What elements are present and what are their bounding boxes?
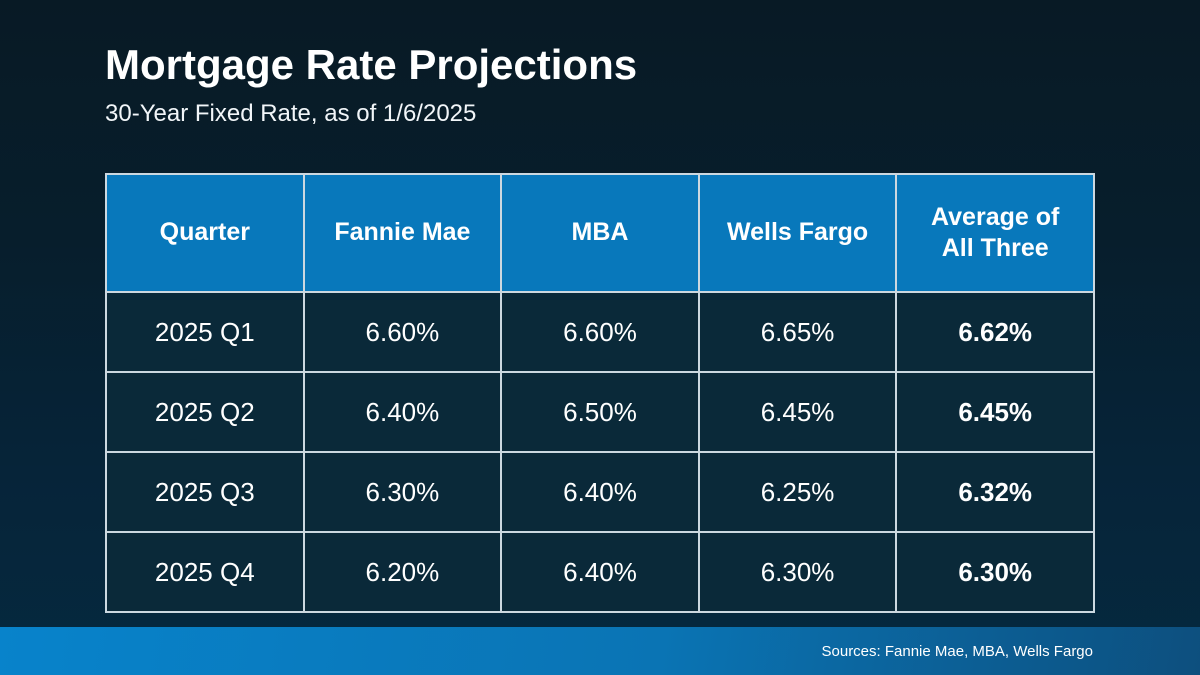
cell-mba: 6.60% bbox=[500, 291, 700, 373]
cell-average: 6.62% bbox=[895, 291, 1095, 373]
column-header-fannie-mae: Fannie Mae bbox=[302, 173, 503, 293]
footer-bar: Sources: Fannie Mae, MBA, Wells Fargo bbox=[0, 627, 1200, 675]
column-header-wells-fargo: Wells Fargo bbox=[697, 173, 898, 293]
table-row: 2025 Q2 6.40% 6.50% 6.45% 6.45% bbox=[105, 371, 1095, 453]
cell-fannie-mae: 6.20% bbox=[302, 531, 503, 613]
table-row: 2025 Q1 6.60% 6.60% 6.65% 6.62% bbox=[105, 291, 1095, 373]
cell-average: 6.32% bbox=[895, 451, 1095, 533]
cell-quarter: 2025 Q2 bbox=[105, 371, 305, 453]
cell-mba: 6.50% bbox=[500, 371, 700, 453]
cell-wells-fargo: 6.30% bbox=[697, 531, 898, 613]
cell-wells-fargo: 6.25% bbox=[697, 451, 898, 533]
page-subtitle: 30-Year Fixed Rate, as of 1/6/2025 bbox=[105, 100, 477, 128]
cell-wells-fargo: 6.65% bbox=[697, 291, 898, 373]
cell-fannie-mae: 6.30% bbox=[302, 451, 503, 533]
cell-fannie-mae: 6.60% bbox=[302, 291, 503, 373]
table-row: 2025 Q3 6.30% 6.40% 6.25% 6.32% bbox=[105, 451, 1095, 533]
cell-average: 6.45% bbox=[895, 371, 1095, 453]
cell-fannie-mae: 6.40% bbox=[302, 371, 503, 453]
cell-wells-fargo: 6.45% bbox=[697, 371, 898, 453]
column-header-quarter: Quarter bbox=[105, 173, 305, 293]
table-row: 2025 Q4 6.20% 6.40% 6.30% 6.30% bbox=[105, 531, 1095, 613]
column-header-mba: MBA bbox=[500, 173, 700, 293]
mortgage-rate-table: Quarter Fannie Mae MBA Wells Fargo Avera… bbox=[105, 173, 1095, 613]
cell-average: 6.30% bbox=[895, 531, 1095, 613]
cell-quarter: 2025 Q3 bbox=[105, 451, 305, 533]
cell-quarter: 2025 Q1 bbox=[105, 291, 305, 373]
column-header-average: Average of All Three bbox=[895, 173, 1095, 293]
cell-mba: 6.40% bbox=[500, 531, 700, 613]
slide-header: Mortgage Rate Projections 30-Year Fixed … bbox=[105, 41, 638, 128]
cell-mba: 6.40% bbox=[500, 451, 700, 533]
page-title: Mortgage Rate Projections bbox=[105, 41, 638, 88]
sources-note: Sources: Fannie Mae, MBA, Wells Fargo bbox=[821, 642, 1094, 660]
cell-quarter: 2025 Q4 bbox=[105, 531, 305, 613]
table-header-row: Quarter Fannie Mae MBA Wells Fargo Avera… bbox=[105, 173, 1095, 293]
